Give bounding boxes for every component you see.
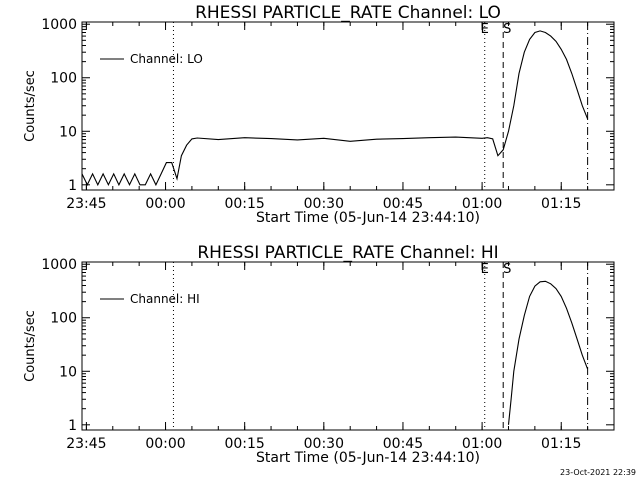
y-axis-label: Counts/sec [23,70,38,142]
y-tick-label: 10 [59,364,77,380]
x-tick-label: 23:45 [66,196,106,212]
y-tick-label: 1 [68,178,77,194]
y-tick-label: 100 [50,311,77,327]
y-tick-label: 100 [50,71,77,87]
y-tick-label: 1000 [41,257,77,273]
x-tick-label: 01:15 [541,436,581,452]
x-tick-label: 01:00 [462,196,502,212]
y-tick-label: 10 [59,124,77,140]
x-tick-label: 00:45 [383,196,423,212]
chart-title: RHESSI PARTICLE_RATE Channel: HI [197,243,498,263]
series-line [81,30,589,187]
x-axis-label: Start Time (05-Jun-14 23:44:10) [256,450,480,466]
x-tick-label: 01:15 [541,196,581,212]
x-axis-label: Start Time (05-Jun-14 23:44:10) [256,210,480,226]
x-tick-label: 00:30 [304,196,344,212]
timestamp: 23-Oct-2021 22:39 [560,468,636,477]
plot-frame [81,21,615,191]
series-line [507,280,589,425]
x-tick-label: 01:00 [462,436,502,452]
x-tick-label: 00:45 [383,436,423,452]
x-tick-label: 00:00 [145,196,185,212]
x-tick-label: 00:00 [145,436,185,452]
y-axis-label: Counts/sec [23,310,38,382]
marker-label: E [481,262,489,277]
x-tick-label: 00:15 [224,196,264,212]
x-tick-label: 23:45 [66,436,106,452]
x-tick-label: 00:30 [304,436,344,452]
marker-label: E [481,22,489,37]
y-tick-label: 1 [68,418,77,434]
marker-label: S [503,262,511,277]
y-tick-label: 1000 [41,17,77,33]
chart-title: RHESSI PARTICLE_RATE Channel: LO [195,3,501,23]
x-tick-label: 00:15 [224,436,264,452]
legend-label: Channel: HI [130,292,200,306]
legend-label: Channel: LO [130,52,203,66]
marker-label: S [503,22,511,37]
